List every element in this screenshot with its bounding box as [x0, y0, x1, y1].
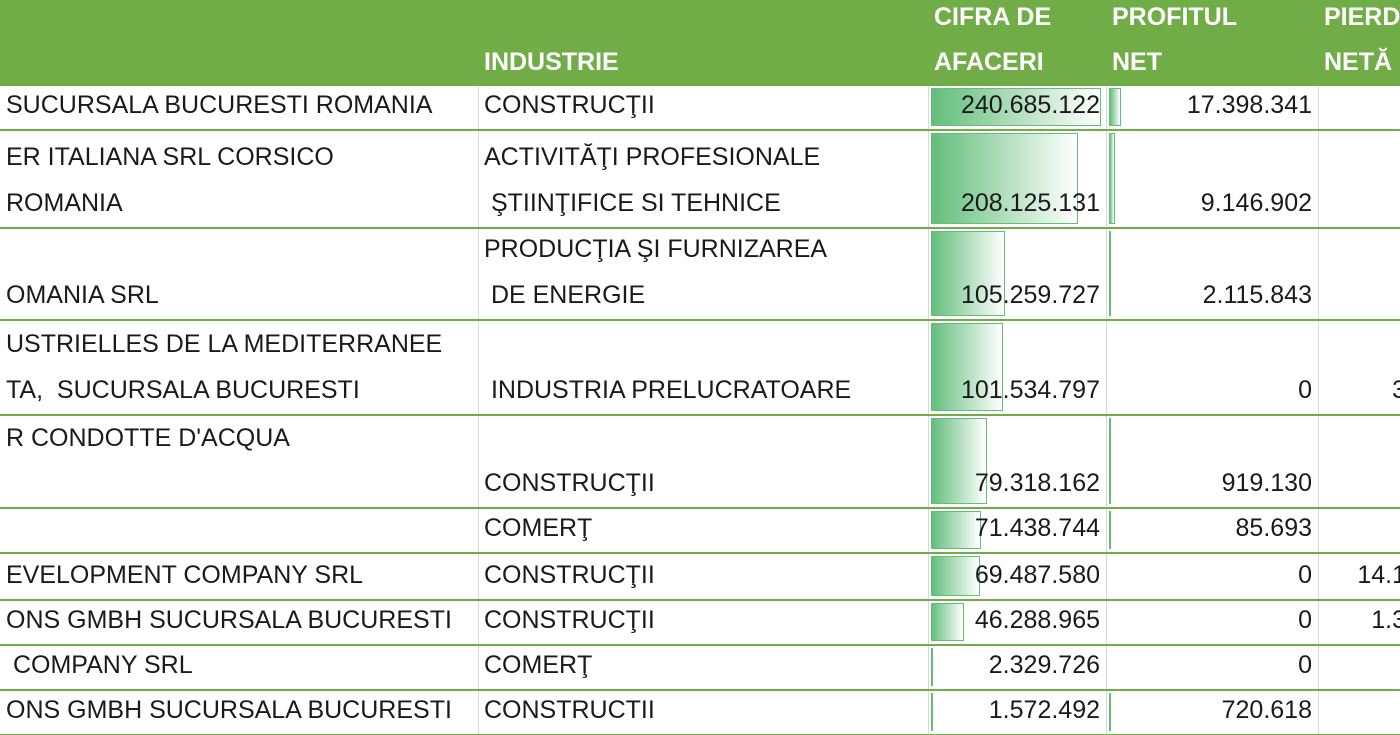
text-cell: INDUSTRIA PRELUCRATOARE	[484, 376, 852, 404]
row-border	[0, 507, 1400, 509]
text-cell: COMPANY SRL	[6, 651, 193, 679]
number-cell: 17.398.341	[1186, 91, 1312, 119]
row-border	[0, 414, 1400, 416]
data-bar	[931, 418, 988, 504]
row-border	[0, 319, 1400, 321]
text-cell: ER ITALIANA SRL CORSICO ROMANIA	[6, 143, 334, 217]
grid-line	[928, 85, 929, 735]
number-cell: 69.487.580	[974, 561, 1100, 589]
data-bar	[931, 556, 981, 596]
data-bar	[931, 231, 1006, 316]
number-cell: 3	[1392, 376, 1400, 404]
data-bar	[1109, 231, 1111, 316]
data-bar	[931, 133, 1078, 224]
data-bar	[1109, 418, 1111, 504]
text-cell: ONS GMBH SUCURSALA BUCURESTI	[6, 606, 452, 634]
text-cell: CONSTRUCŢII	[484, 606, 655, 634]
number-cell: 71.438.744	[974, 514, 1100, 542]
header-cell: INDUSTRIE	[484, 48, 619, 76]
text-cell: ONS GMBH SUCURSALA BUCURESTI	[6, 696, 452, 724]
row-border	[0, 227, 1400, 229]
header-cell: PIERD NETĂ	[1324, 3, 1400, 76]
header-cell: CIFRA DE AFACERI	[934, 3, 1052, 76]
number-cell: 0	[1298, 606, 1312, 634]
data-bar	[931, 648, 933, 686]
text-cell: ACTIVITĂŢI PROFESIONALE ŞTIINŢIFICE SI T…	[484, 143, 821, 217]
row-border	[0, 689, 1400, 691]
number-cell: 0	[1298, 651, 1312, 679]
text-cell: COMERŢ	[484, 514, 593, 542]
header-band	[0, 0, 1400, 85]
number-cell: 79.318.162	[974, 469, 1100, 497]
row-border	[0, 644, 1400, 646]
header-cell: PROFITUL NET	[1112, 3, 1237, 76]
number-cell: 14.1	[1357, 561, 1400, 589]
grid-line	[478, 85, 479, 735]
text-cell: CONSTRUCŢII	[484, 91, 655, 119]
data-bar	[931, 88, 1101, 126]
number-cell: 0	[1298, 561, 1312, 589]
text-cell: SUCURSALA BUCURESTI ROMANIA	[6, 91, 433, 119]
number-cell: 101.534.797	[960, 376, 1100, 404]
text-cell: CONSTRUCTII	[484, 696, 655, 724]
number-cell: 1.572.492	[988, 696, 1100, 724]
text-cell: OMANIA SRL	[6, 281, 159, 309]
number-cell: 2.115.843	[1202, 281, 1312, 309]
number-cell: 240.685.122	[960, 91, 1100, 119]
number-cell: 919.130	[1221, 469, 1312, 497]
number-cell: 2.329.726	[988, 651, 1100, 679]
number-cell: 0	[1298, 376, 1312, 404]
grid-line	[1106, 85, 1107, 735]
text-cell: COMERŢ	[484, 651, 593, 679]
grid-line	[1318, 85, 1319, 735]
row-border	[0, 84, 1400, 86]
data-bar	[931, 693, 933, 731]
data-bar	[931, 323, 1003, 411]
data-bar	[1109, 88, 1122, 126]
data-bar	[1109, 133, 1116, 224]
row-border	[0, 552, 1400, 554]
text-cell: USTRIELLES DE LA MEDITERRANEE TA, SUCURS…	[6, 330, 443, 404]
number-cell: 9.146.902	[1200, 189, 1312, 217]
text-cell: CONSTRUCŢII	[484, 469, 655, 497]
data-bar	[931, 603, 964, 641]
number-cell: 208.125.131	[960, 189, 1100, 217]
row-border	[0, 599, 1400, 601]
row-border	[0, 129, 1400, 131]
data-bar	[1109, 693, 1111, 731]
number-cell: 46.288.965	[974, 606, 1100, 634]
text-cell: EVELOPMENT COMPANY SRL	[6, 561, 364, 589]
number-cell: 105.259.727	[960, 281, 1100, 309]
number-cell: 85.693	[1235, 514, 1312, 542]
number-cell: 720.618	[1221, 696, 1312, 724]
data-bar	[931, 511, 982, 549]
number-cell: 1.3	[1371, 606, 1400, 634]
text-cell: R CONDOTTE D'ACQUA	[6, 424, 290, 452]
text-cell: PRODUCŢIA ŞI FURNIZAREA DE ENERGIE	[484, 235, 828, 309]
text-cell: CONSTRUCŢII	[484, 561, 655, 589]
data-bar	[1109, 511, 1111, 549]
